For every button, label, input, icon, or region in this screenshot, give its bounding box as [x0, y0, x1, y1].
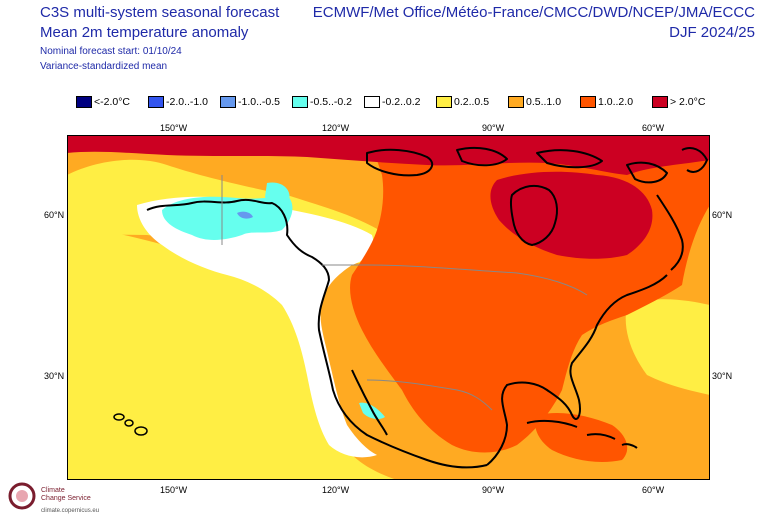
logo-url: climate.copernicus.eu	[41, 508, 100, 514]
legend-swatch	[148, 96, 164, 108]
anomaly-region-cyan	[265, 182, 290, 205]
lat-tick-left: 60°N	[44, 210, 65, 220]
anomaly-region-cyan	[162, 195, 293, 240]
lat-tick-left: 30°N	[44, 371, 65, 381]
logo-name-line1: Climate	[41, 487, 65, 494]
legend-label: -0.5..-0.2	[310, 96, 353, 108]
lon-tick-top: 150°W	[160, 123, 188, 133]
map-frame	[67, 135, 710, 480]
map-canvas	[67, 135, 710, 480]
forecast-start: Nominal forecast start: 01/10/24	[40, 46, 182, 57]
coastlines	[146, 146, 708, 469]
legend-item: -0.5..-0.2	[292, 95, 352, 109]
anomaly-region-yellow	[625, 299, 710, 395]
chart-title: C3S multi-system seasonal forecast	[40, 4, 280, 21]
anomaly-region-lightblue	[237, 211, 253, 219]
lon-tick-bottom: 150°W	[160, 485, 188, 495]
season-label: DJF 2024/25	[669, 24, 755, 41]
copernicus-logo	[8, 482, 36, 510]
legend-label: > 2.0°C	[670, 96, 706, 108]
legend-item: > 2.0°C	[652, 95, 705, 109]
legend-swatch	[220, 96, 236, 108]
legend-item: <-2.0°C	[76, 95, 130, 109]
lon-tick-bottom: 90°W	[482, 485, 505, 495]
logo-name-line2: Change Service	[41, 495, 91, 502]
hawaii-islands	[113, 413, 148, 436]
legend-swatch	[436, 96, 452, 108]
lat-tick-right: 60°N	[712, 210, 733, 220]
legend-swatch	[364, 96, 380, 108]
anomaly-region-white	[137, 196, 377, 458]
legend-swatch	[652, 96, 668, 108]
legend-label: <-2.0°C	[94, 96, 131, 108]
lon-tick-bottom: 60°W	[642, 485, 665, 495]
legend-item: -1.0..-0.5	[220, 95, 280, 109]
anomaly-region-redorange	[535, 413, 628, 462]
lat-tick-right: 30°N	[712, 371, 733, 381]
legend-swatch	[76, 96, 92, 108]
chart-subtitle: Mean 2m temperature anomaly	[40, 24, 249, 41]
legend-label: -2.0..-1.0	[166, 96, 209, 108]
lon-tick-bottom: 120°W	[322, 485, 350, 495]
logo-name: Climate Change Service	[41, 487, 91, 503]
legend-swatch	[580, 96, 596, 108]
systems-list: ECMWF/Met Office/Météo-France/CMCC/DWD/N…	[312, 4, 755, 21]
anomaly-map	[67, 135, 710, 480]
anomaly-region-darkred	[67, 135, 710, 175]
anomaly-region-yellow	[67, 229, 397, 480]
legend-item: 0.5..1.0	[508, 95, 561, 109]
legend-item: 1.0..2.0	[580, 95, 633, 109]
legend-swatch	[292, 96, 308, 108]
borders	[221, 175, 588, 411]
logo-ring-icon	[8, 482, 36, 510]
logo-core-icon	[16, 490, 28, 502]
legend-item: -2.0..-1.0	[148, 95, 208, 109]
lon-tick-top: 90°W	[482, 123, 505, 133]
legend-label: -0.2..0.2	[382, 96, 421, 108]
method-note: Variance-standardized mean	[40, 61, 168, 72]
lon-tick-top: 120°W	[322, 123, 350, 133]
legend-label: 1.0..2.0	[598, 96, 634, 108]
legend-item: 0.2..0.5	[436, 95, 489, 109]
legend-label: 0.5..1.0	[526, 96, 562, 108]
legend-swatch	[508, 96, 524, 108]
legend-item: -0.2..0.2	[364, 95, 421, 109]
legend-label: -1.0..-0.5	[238, 96, 281, 108]
legend-label: 0.2..0.5	[454, 96, 490, 108]
lon-tick-top: 60°W	[642, 123, 665, 133]
anomaly-region-darkred	[490, 171, 653, 259]
